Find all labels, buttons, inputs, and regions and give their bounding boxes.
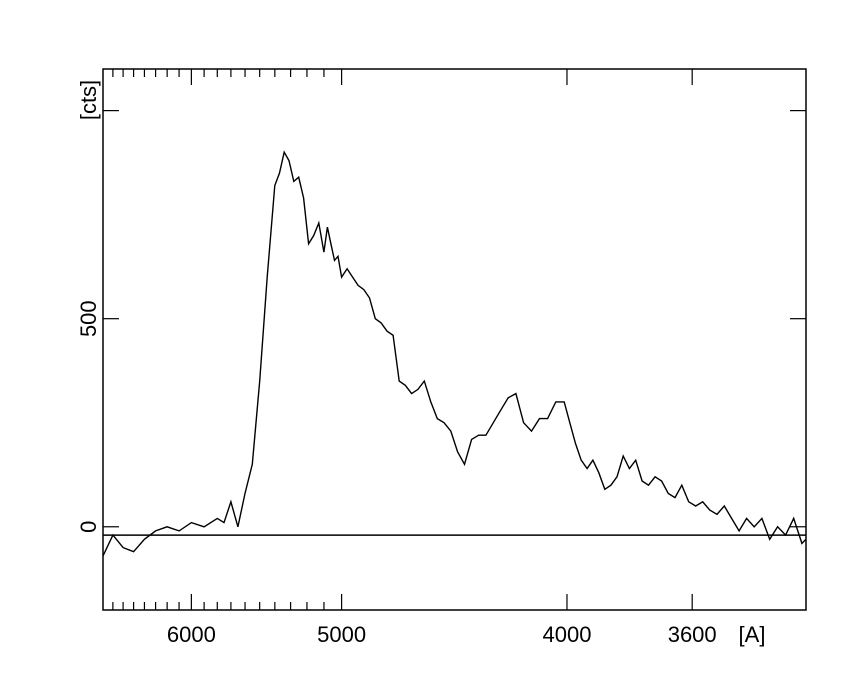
y-axis-tick-labels: 0 500: [76, 300, 101, 533]
y-tick-label: 500: [76, 300, 101, 337]
x-tick-label: 5000: [317, 622, 366, 647]
y-axis-label: [cts]: [76, 80, 101, 120]
x-axis-tick-labels: 6000 5000 4000 3600: [167, 622, 717, 647]
y-tick-label: 0: [76, 521, 101, 533]
x-tick-label: 6000: [167, 622, 216, 647]
x-axis-ticks: [112, 69, 693, 610]
plot-frame: [102, 68, 807, 611]
spectrum-line: [102, 150, 807, 557]
y-axis-ticks: [103, 110, 806, 528]
x-axis-label: [A]: [739, 622, 766, 647]
x-tick-label: 3600: [668, 622, 717, 647]
x-tick-label: 4000: [543, 622, 592, 647]
